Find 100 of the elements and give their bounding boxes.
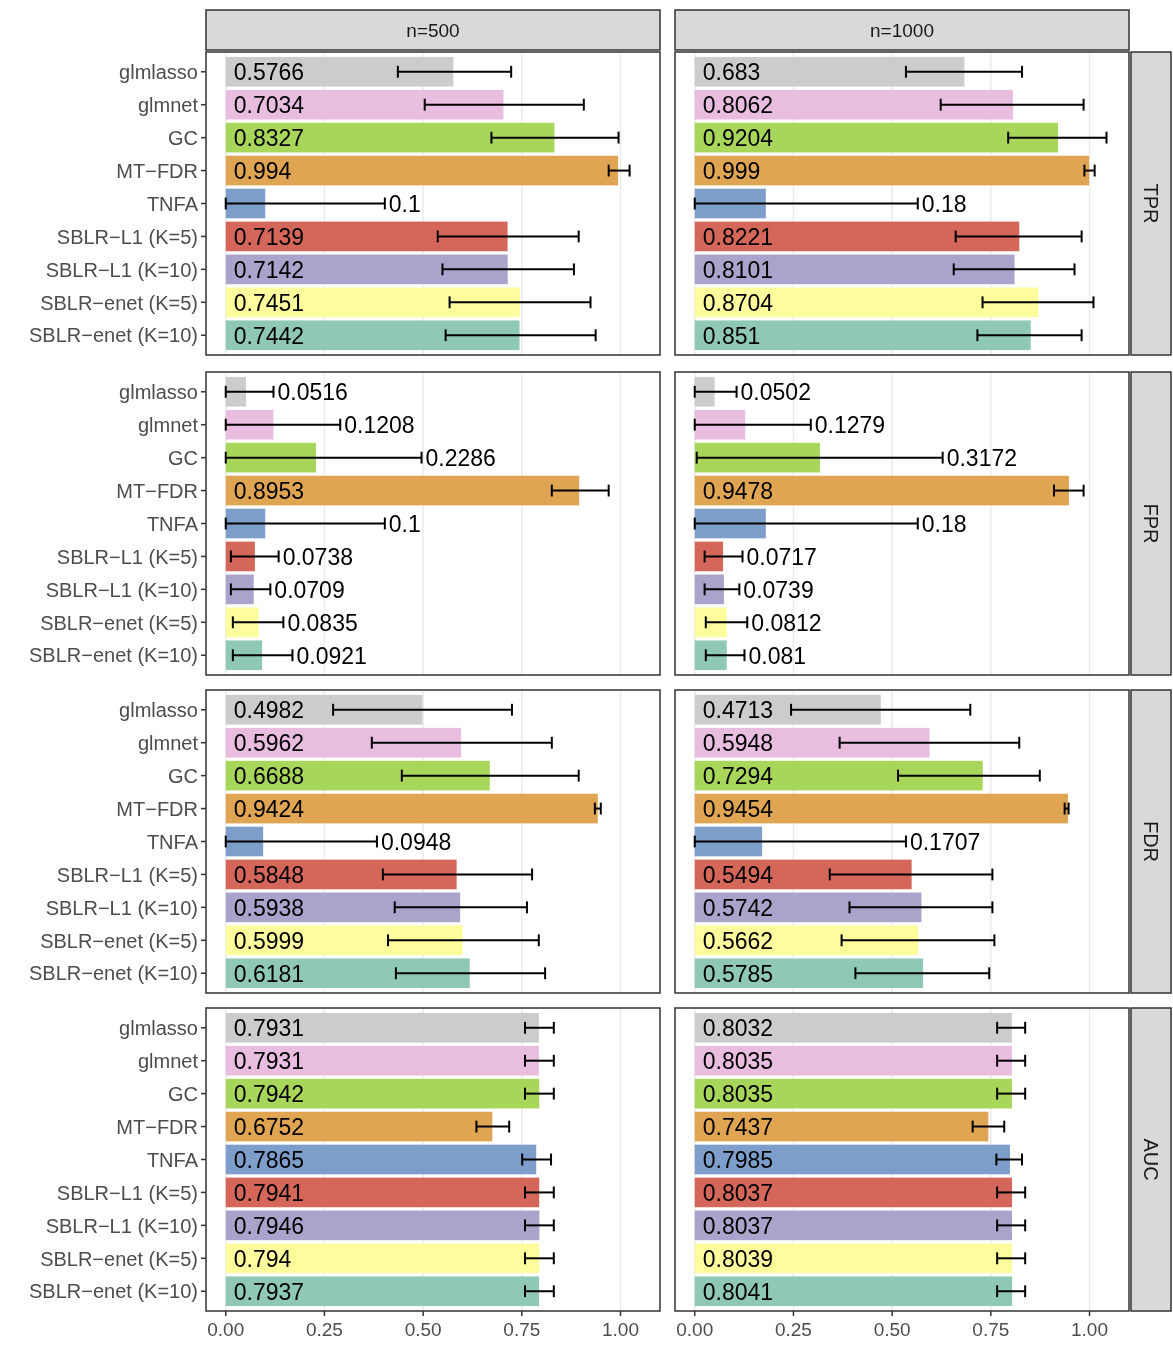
x-tick-label: 0.00 — [676, 1319, 714, 1340]
data-label: 0.5948 — [702, 729, 774, 756]
y-tick-label: TNFA — [146, 512, 199, 535]
annotation: 0.0709 — [274, 576, 345, 603]
data-label: 0.8035 — [702, 1047, 774, 1074]
bar — [225, 1177, 540, 1208]
bar — [225, 409, 274, 440]
data-label: 0.4713 — [702, 697, 774, 724]
bar — [694, 254, 1015, 285]
annotation: 0.18 — [921, 190, 967, 217]
data-label: 0.8039 — [702, 1245, 774, 1272]
data-label: 0.8037 — [702, 1212, 774, 1239]
bar — [225, 1276, 540, 1307]
annotation: 0.0921 — [296, 642, 367, 669]
bar — [694, 958, 924, 989]
y-tick-label: SBLR−enet (K=5) — [40, 1247, 198, 1270]
bar — [694, 1210, 1013, 1241]
data-label: 0.7931 — [233, 1047, 305, 1074]
data-label: 0.9478 — [702, 477, 774, 504]
bar — [694, 1144, 1010, 1175]
y-tick-label: SBLR−enet (K=10) — [29, 324, 198, 347]
data-label: 0.7937 — [233, 1278, 305, 1305]
y-tick-label: SBLR−L1 (K=10) — [45, 258, 198, 281]
bar — [225, 640, 263, 671]
data-label: 0.8221 — [702, 223, 774, 250]
y-tick-label: glmnet — [137, 731, 199, 754]
bar — [225, 958, 470, 989]
data-label: 0.7941 — [233, 1179, 305, 1206]
data-label: 0.8327 — [233, 124, 305, 151]
y-tick-label: glmnet — [137, 93, 199, 116]
data-label: 0.6752 — [233, 1113, 305, 1140]
bar — [225, 1078, 540, 1109]
bar — [225, 892, 461, 923]
x-tick-label: 0.75 — [503, 1319, 541, 1340]
y-tick-label: glmlasso — [119, 1016, 198, 1039]
y2-axis-title: TPR — [1139, 183, 1162, 224]
annotation: 0.0835 — [287, 609, 358, 636]
data-label: 0.7437 — [702, 1113, 774, 1140]
bar — [225, 287, 520, 318]
bar — [694, 859, 912, 890]
x-tick-label: 0.25 — [305, 1319, 343, 1340]
bar — [225, 1111, 493, 1142]
bar — [225, 376, 247, 407]
data-label: 0.5662 — [702, 927, 774, 954]
y-tick-label: GC — [168, 126, 198, 149]
annotation: 0.1 — [388, 190, 421, 217]
bar — [225, 221, 508, 252]
y-tick-label: GC — [168, 1082, 198, 1105]
annotation: 0.0812 — [751, 609, 822, 636]
data-label: 0.5494 — [702, 861, 774, 888]
bar — [694, 56, 965, 87]
bar — [694, 793, 1068, 824]
y-tick-label: SBLR−L1 (K=10) — [45, 896, 198, 919]
data-label: 0.9454 — [702, 795, 774, 822]
annotation: 0.0502 — [740, 379, 811, 406]
y2-axis-title: AUC — [1139, 1138, 1162, 1181]
data-label: 0.851 — [702, 322, 761, 349]
x-tick-label: 1.00 — [602, 1319, 640, 1340]
bar — [694, 122, 1059, 153]
data-label: 0.7442 — [233, 322, 305, 349]
x-tick-label: 0.00 — [207, 1319, 245, 1340]
y2-axis-title: FDR — [1139, 820, 1162, 863]
bar — [694, 475, 1069, 506]
bar — [694, 287, 1039, 318]
bar — [694, 442, 820, 473]
bar — [694, 1045, 1012, 1076]
bar — [225, 475, 580, 506]
y-tick-label: SBLR−L1 (K=10) — [45, 1214, 198, 1237]
bar — [225, 793, 598, 824]
bar — [694, 541, 724, 572]
y-tick-label: SBLR−enet (K=10) — [29, 962, 198, 985]
data-label: 0.999 — [702, 157, 761, 184]
bar — [694, 1243, 1013, 1274]
bar — [225, 925, 463, 956]
bar — [225, 122, 555, 153]
x-tick-label: 1.00 — [1071, 1319, 1109, 1340]
bar — [225, 760, 490, 791]
bar — [694, 1177, 1013, 1208]
y-tick-label: MT−FDR — [116, 479, 198, 502]
y-tick-label: TNFA — [146, 192, 199, 215]
y-tick-label: TNFA — [146, 1148, 199, 1171]
data-label: 0.6181 — [233, 960, 305, 987]
data-label: 0.994 — [233, 157, 292, 184]
bar — [694, 1012, 1012, 1043]
y-tick-label: glmlasso — [119, 698, 198, 721]
annotation: 0.0739 — [743, 576, 814, 603]
y-tick-label: SBLR−L1 (K=10) — [45, 578, 198, 601]
data-label: 0.5938 — [233, 894, 305, 921]
data-label: 0.8037 — [702, 1179, 774, 1206]
annotation: 0.1208 — [344, 411, 415, 438]
data-label: 0.7294 — [702, 762, 774, 789]
data-label: 0.7865 — [233, 1146, 305, 1173]
data-label: 0.794 — [233, 1245, 292, 1272]
y-tick-label: SBLR−L1 (K=5) — [56, 1181, 198, 1204]
data-label: 0.5962 — [233, 729, 305, 756]
data-label: 0.7451 — [233, 289, 305, 316]
y-tick-label: GC — [168, 764, 198, 787]
bar — [225, 89, 504, 120]
bar — [694, 221, 1020, 252]
y-tick-label: SBLR−enet (K=5) — [40, 291, 198, 314]
